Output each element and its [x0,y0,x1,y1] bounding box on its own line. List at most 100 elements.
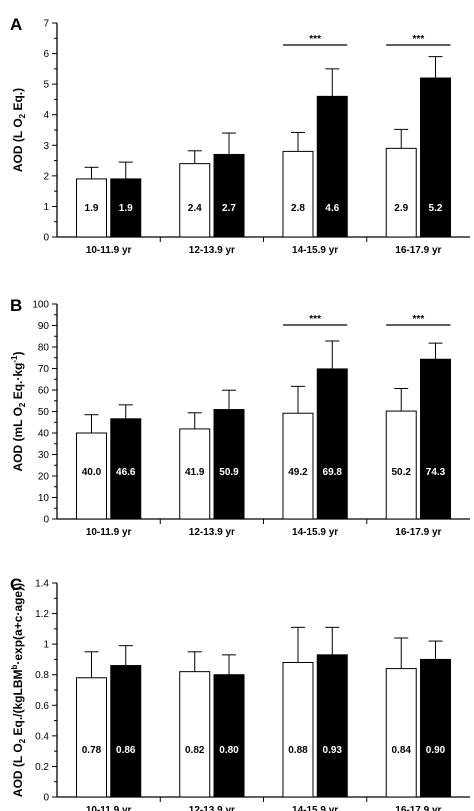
bar [316,654,348,798]
x-tick-label: 14-15.9 yr [292,805,338,811]
panel-letter: B [10,296,22,315]
y-tick-label: 0 [43,233,49,244]
y-tick-label: 2 [43,171,49,182]
bar-value-label: 69.8 [323,467,343,478]
y-tick-label: 20 [38,472,50,483]
bar [282,150,314,238]
bar [316,368,348,520]
y-axis-label-part: AOD (L O [11,118,25,172]
bar [282,412,314,520]
bar [420,658,452,798]
significance-marker: *** [413,314,425,325]
panel-c: C 0 0.2 0.4 0.6 0.8 1 1.2 1.4 AOD (L O2 Eq./(kgLB… [10,575,470,811]
y-tick-label: 7 [43,19,49,30]
bar [110,665,142,798]
bar-value-label: 0.88 [288,745,308,756]
y-tick-label: 10 [38,493,50,504]
y-tick-label: 1.2 [35,609,49,620]
significance-marker: *** [309,34,321,45]
y-tick-label: 3 [43,141,49,152]
panel-letter: C [10,575,22,594]
bar-value-label: 40.0 [82,467,102,478]
bar [213,153,245,238]
y-axis-label-part: ·exp(a+c·age)) [11,583,25,665]
bar [282,661,314,798]
bar-value-label: 2.7 [222,203,236,214]
y-tick-label: 80 [38,343,50,354]
bar-value-label: 0.78 [82,745,102,756]
bar-value-label: 0.82 [185,745,205,756]
y-axis-label-part: 2 [18,738,27,743]
bar-value-label: 2.4 [188,203,202,214]
y-axis-label-part: 2 [18,402,27,407]
bar-value-label: 0.80 [219,745,239,756]
bar [75,677,107,798]
bar-value-label: 1.9 [119,203,133,214]
y-tick-label: 6 [43,49,49,60]
significance-marker: *** [413,34,425,45]
bar [179,671,211,798]
y-tick-label: 0 [43,515,49,526]
y-tick-label: 90 [38,321,50,332]
y-tick-label: 50 [38,407,50,418]
bar-value-label: 2.9 [394,203,408,214]
bar [213,674,245,798]
bar-value-label: 49.2 [288,467,308,478]
bar [75,178,107,238]
bar [316,95,348,238]
y-axis-label: AOD (mL O2 Eq.·kg-1) [10,351,27,471]
bar [213,409,245,520]
panel-b: B 0 10 20 30 40 50 60 70 80 90 100 AOD (mL O2 Eq.·kg… [10,296,470,538]
y-tick-label: 60 [38,386,50,397]
x-tick-label: 10-11.9 yr [86,527,132,538]
bar-value-label: 46.6 [116,467,136,478]
bar-value-label: 50.9 [219,467,239,478]
y-tick-label: 0.2 [35,762,49,773]
x-tick-label: 12-13.9 yr [189,805,235,811]
y-tick-label: 70 [38,364,50,375]
bar [385,668,417,798]
y-axis-label-part: AOD (L O [11,743,25,797]
y-axis-label-part: Eq./(kgLBM [11,670,25,739]
y-axis-label: AOD (L O2 Eq.) [11,88,27,172]
bar-value-label: 2.8 [291,203,305,214]
bar [385,147,417,238]
bar [75,432,107,520]
y-tick-label: 5 [43,80,49,91]
y-tick-label: 0.8 [35,670,49,681]
bar [420,358,452,520]
y-tick-label: 4 [43,110,49,121]
y-axis-label-part: ) [11,351,25,355]
bar [179,428,211,520]
y-axis-label-part: Eq.·kg [11,363,25,403]
bar [179,163,211,238]
y-axis-label: AOD (L O2 Eq./(kgLBMb·exp(a+c·age)) [10,583,27,797]
bar [110,418,142,520]
x-tick-label: 16-17.9 yr [395,527,441,538]
panel-letter: A [10,15,22,34]
y-tick-label: 0.6 [35,701,49,712]
bar [420,77,452,238]
y-axis-label-part: AOD (mL O [11,407,25,471]
x-tick-label: 14-15.9 yr [292,527,338,538]
bar-value-label: 0.84 [392,745,412,756]
x-tick-label: 10-11.9 yr [86,805,132,811]
y-tick-label: 1.4 [35,579,49,590]
x-tick-label: 12-13.9 yr [189,527,235,538]
bar-value-label: 0.93 [323,745,343,756]
y-axis-label-part: 2 [18,113,27,118]
bar-value-label: 4.6 [325,203,339,214]
bar-value-label: 5.2 [429,203,443,214]
x-tick-label: 14-15.9 yr [292,245,338,256]
bar [385,410,417,520]
bar-value-label: 41.9 [185,467,205,478]
bar [110,178,142,238]
x-tick-label: 12-13.9 yr [189,245,235,256]
x-tick-label: 16-17.9 yr [395,805,441,811]
y-tick-label: 40 [38,429,50,440]
bar-value-label: 74.3 [426,467,446,478]
y-tick-label: 0.4 [35,731,49,742]
bar-value-label: 0.90 [426,745,446,756]
